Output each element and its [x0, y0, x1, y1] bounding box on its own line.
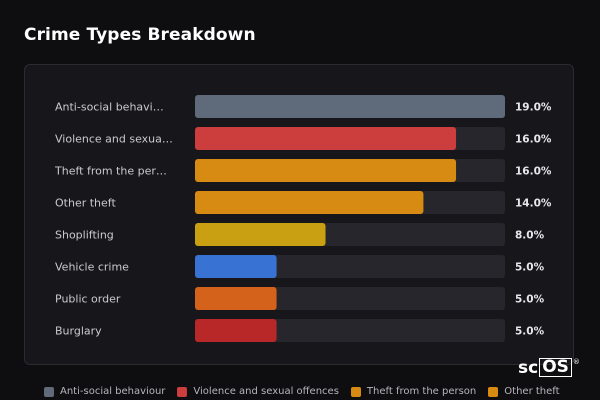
- category-label: Violence and sexua…: [55, 133, 173, 146]
- legend-item[interactable]: Violence and sexual offences: [177, 386, 339, 397]
- legend-label: Other theft: [504, 386, 560, 397]
- value-label: 14.0%: [515, 198, 552, 210]
- legend-label: Anti-social behaviour: [60, 386, 166, 397]
- chart-legend: Anti-social behaviour Violence and sexual…: [44, 386, 560, 397]
- bar[interactable]: [195, 255, 277, 278]
- legend-label: Theft from the person: [366, 386, 477, 397]
- chart-title: Crime Types Breakdown: [24, 25, 256, 45]
- category-label: Other theft: [55, 197, 116, 210]
- bar[interactable]: [195, 287, 277, 310]
- legend-item[interactable]: Theft from the person: [350, 386, 477, 397]
- category-label: Shoplifting: [55, 229, 114, 242]
- value-label: 5.0%: [515, 326, 545, 338]
- category-label: Public order: [55, 293, 121, 306]
- legend-item[interactable]: Other theft: [488, 386, 560, 397]
- value-label: 16.0%: [515, 166, 552, 178]
- logo-registered-mark: ®: [572, 358, 580, 366]
- bar[interactable]: [195, 223, 326, 246]
- value-label: 5.0%: [515, 294, 545, 306]
- value-label: 5.0%: [515, 262, 545, 274]
- bar[interactable]: [195, 319, 277, 342]
- bar[interactable]: [195, 127, 457, 150]
- value-label: 16.0%: [515, 134, 552, 146]
- legend-swatch: [488, 386, 499, 397]
- logo-boxed-text: OS: [539, 358, 572, 377]
- category-label: Theft from the per…: [54, 165, 167, 178]
- bar[interactable]: [195, 191, 424, 214]
- bar[interactable]: [195, 159, 457, 182]
- legend-item[interactable]: Anti-social behaviour: [44, 386, 165, 397]
- legend-swatch: [44, 386, 54, 397]
- logo-prefix: sc: [518, 358, 539, 378]
- legend-label: Violence and sexual offences: [193, 386, 339, 397]
- legend-swatch: [177, 386, 188, 397]
- category-label: Vehicle crime: [55, 261, 129, 274]
- value-label: 19.0%: [515, 102, 552, 114]
- category-label: Burglary: [55, 325, 102, 338]
- bar[interactable]: [195, 95, 505, 118]
- scos-logo: sc OS ®: [518, 358, 580, 378]
- category-label: Anti-social behavi…: [55, 101, 164, 114]
- legend-swatch: [350, 386, 361, 397]
- value-label: 8.0%: [515, 230, 545, 242]
